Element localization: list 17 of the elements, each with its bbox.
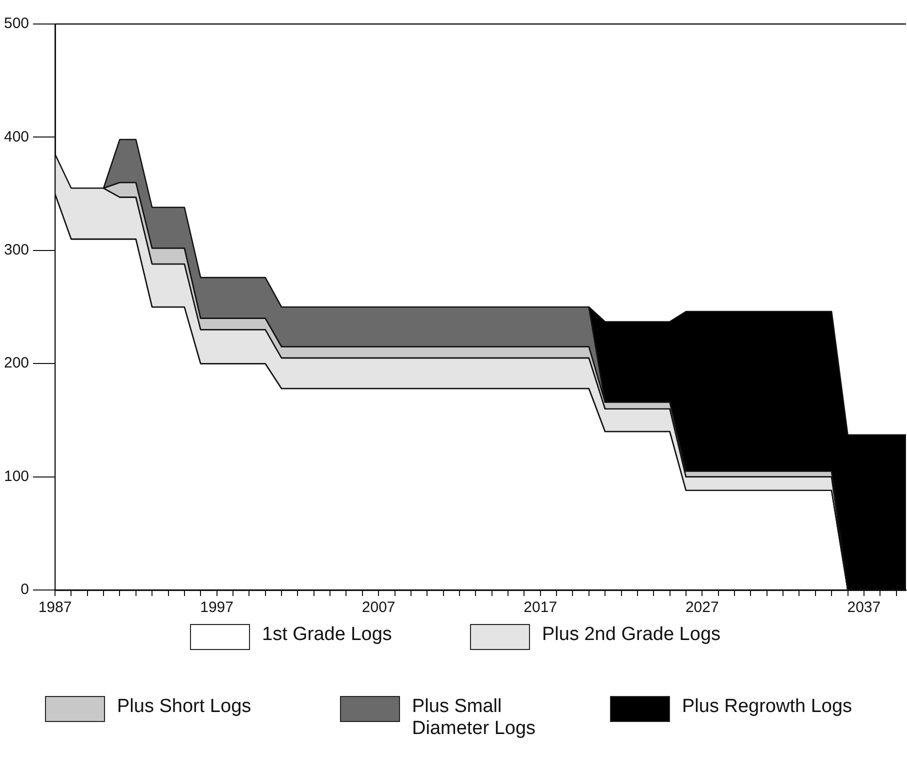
y-tick-label: 0 [20, 581, 30, 598]
x-tick-label: 2017 [524, 599, 558, 616]
legend-label: Plus Regrowth Logs [682, 696, 852, 718]
y-tick-label: 300 [4, 242, 30, 259]
series-label: 1st Grade Logs [262, 624, 392, 646]
legend-label: Plus Short Logs [117, 696, 252, 718]
y-tick-label: 400 [4, 128, 30, 146]
x-tick-label: 2037 [847, 599, 881, 616]
x-tick-label: 2027 [685, 599, 719, 616]
x-tick-label: 1997 [200, 599, 234, 616]
x-tick-label: 1987 [38, 599, 72, 616]
x-tick-label: 2007 [362, 599, 396, 616]
y-tick-label: 100 [4, 468, 30, 485]
y-tick-label: 500 [4, 15, 30, 32]
legend-label: Plus 2nd Grade Logs [542, 624, 721, 646]
legend-label: Plus Small Diameter Logs [412, 696, 537, 740]
y-tick-label: 200 [4, 354, 30, 372]
